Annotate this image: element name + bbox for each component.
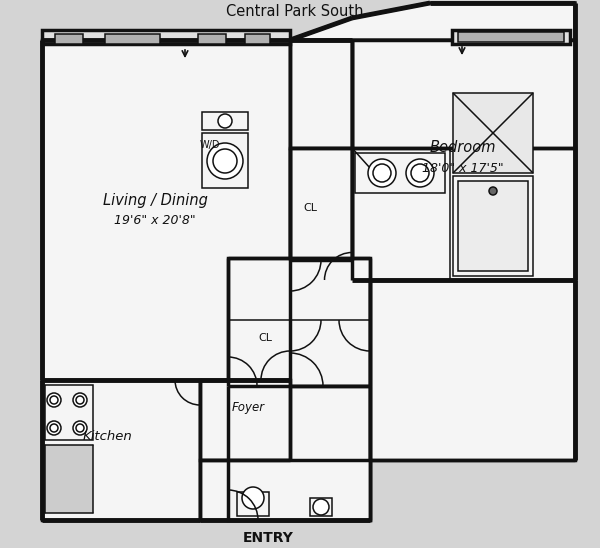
Bar: [42, 30, 290, 44]
Text: Kitchen: Kitchen: [83, 430, 133, 442]
Text: ENTRY: ENTRY: [242, 531, 293, 545]
Polygon shape: [42, 380, 200, 520]
Text: 18'0" x 17'5": 18'0" x 17'5": [422, 162, 504, 174]
Polygon shape: [352, 148, 575, 280]
Circle shape: [368, 159, 396, 187]
Bar: [55, 34, 83, 44]
Bar: [202, 133, 248, 188]
Text: Living / Dining: Living / Dining: [103, 192, 208, 208]
Bar: [198, 34, 226, 44]
Text: Foyer: Foyer: [232, 402, 265, 414]
Circle shape: [242, 487, 264, 509]
Circle shape: [489, 187, 497, 195]
Circle shape: [406, 159, 434, 187]
Bar: [458, 181, 528, 271]
Bar: [45, 445, 93, 513]
Polygon shape: [290, 148, 352, 260]
Polygon shape: [200, 460, 370, 520]
Bar: [452, 30, 570, 44]
Polygon shape: [228, 258, 370, 386]
Polygon shape: [290, 3, 575, 40]
Bar: [458, 32, 564, 42]
Bar: [105, 34, 160, 44]
Polygon shape: [370, 280, 575, 460]
Text: CL: CL: [258, 333, 272, 343]
Polygon shape: [42, 40, 290, 380]
Text: Bedroom: Bedroom: [430, 140, 496, 156]
Text: CL: CL: [303, 203, 317, 213]
Polygon shape: [290, 40, 352, 148]
Bar: [355, 153, 445, 193]
Circle shape: [313, 499, 329, 515]
Circle shape: [207, 143, 243, 179]
Circle shape: [73, 393, 87, 407]
Text: 19'6" x 20'8": 19'6" x 20'8": [114, 214, 196, 226]
Polygon shape: [200, 380, 290, 460]
Text: Central Park South: Central Park South: [226, 4, 364, 20]
Bar: [453, 176, 533, 276]
Bar: [310, 498, 332, 516]
Circle shape: [73, 421, 87, 435]
Circle shape: [47, 421, 61, 435]
Circle shape: [218, 114, 232, 128]
Polygon shape: [352, 40, 575, 280]
Circle shape: [47, 393, 61, 407]
Bar: [237, 492, 269, 516]
Bar: [45, 385, 93, 440]
Text: W/D: W/D: [200, 140, 220, 150]
Bar: [202, 112, 248, 130]
Bar: [453, 93, 533, 173]
Bar: [245, 34, 270, 44]
Polygon shape: [228, 386, 370, 520]
